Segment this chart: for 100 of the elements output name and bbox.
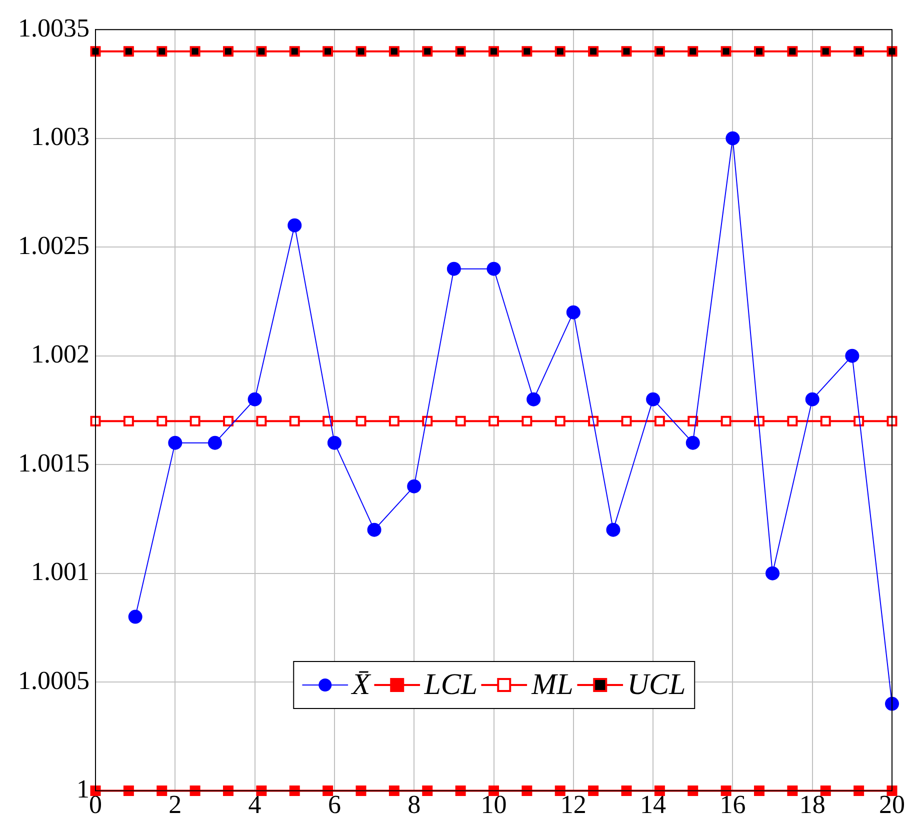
point (223, 46, 234, 57)
point (486, 262, 501, 276)
point (522, 786, 532, 796)
point (766, 566, 780, 580)
point (787, 416, 798, 426)
x-tick-label: 8 (408, 790, 421, 820)
point (123, 416, 134, 426)
y-tick-label: 1.0035 (18, 13, 90, 42)
y-tick-label: 1.0005 (18, 666, 90, 695)
point (356, 786, 366, 796)
point (288, 218, 302, 232)
point (854, 786, 864, 796)
point (256, 786, 267, 796)
point (588, 46, 599, 57)
point (327, 436, 342, 450)
point (223, 786, 234, 796)
point (156, 416, 168, 426)
point (190, 416, 200, 426)
point (820, 46, 831, 57)
y-tick-label: 1.0025 (18, 230, 90, 260)
point (754, 786, 764, 796)
point (446, 262, 461, 276)
point (654, 416, 665, 426)
point (554, 46, 566, 57)
y-tick-label: 1.002 (31, 340, 90, 369)
legend-label: X̄ (352, 668, 370, 702)
x-tick-label: 4 (248, 790, 262, 820)
point (720, 416, 732, 426)
point (526, 392, 541, 406)
point (654, 786, 665, 796)
point (455, 416, 466, 426)
point (208, 436, 222, 450)
point (720, 786, 732, 796)
legend-label: LCL (424, 668, 478, 702)
point (156, 786, 168, 796)
x-tick-label: 12 (560, 790, 586, 820)
point (455, 786, 466, 796)
point (488, 416, 499, 426)
point (726, 131, 740, 146)
point (646, 392, 660, 406)
point (356, 46, 366, 57)
point (322, 46, 334, 57)
point (248, 392, 262, 406)
point (606, 522, 620, 537)
point (223, 416, 234, 426)
x-tick-label: 10 (480, 790, 507, 820)
point (289, 46, 300, 57)
y-tick-label: 1.001 (31, 557, 90, 586)
point (588, 786, 599, 796)
point (422, 46, 433, 57)
point (754, 46, 764, 57)
y-tick-label: 1 (76, 774, 90, 804)
point (422, 786, 433, 796)
point (854, 46, 864, 57)
point (367, 522, 382, 537)
point (522, 416, 532, 426)
legend-label: ML (532, 668, 574, 702)
point (322, 786, 334, 796)
y-tick-label: 1.0015 (18, 448, 90, 478)
point (686, 436, 700, 450)
x-tick-label: 18 (799, 790, 826, 820)
point (156, 46, 168, 57)
x-tick-label: 14 (640, 790, 666, 820)
point (566, 305, 580, 320)
point (488, 786, 499, 796)
point (123, 46, 134, 57)
point (654, 46, 665, 57)
y-tick-label: 1.003 (31, 122, 90, 152)
point (190, 46, 200, 57)
point (554, 416, 566, 426)
point (455, 46, 466, 57)
point (820, 416, 831, 426)
x-tick-label: 0 (89, 790, 102, 820)
point (621, 416, 632, 426)
legend-label: UCL (627, 668, 686, 702)
point (885, 696, 899, 711)
point (388, 416, 400, 426)
point (554, 786, 566, 796)
point (787, 786, 798, 796)
point (356, 416, 366, 426)
point (388, 46, 400, 57)
point (845, 348, 860, 363)
x-tick-label: 6 (328, 790, 341, 820)
x-tick-label: 2 (168, 790, 182, 820)
point (522, 46, 532, 57)
point (688, 786, 698, 796)
point (289, 786, 300, 796)
point (123, 786, 134, 796)
point (621, 46, 632, 57)
point (256, 416, 267, 426)
point (787, 46, 798, 57)
point (720, 46, 732, 57)
point (128, 610, 142, 624)
x-tick-label: 16 (720, 790, 746, 820)
point (289, 416, 300, 426)
x-tick-label: 20 (879, 790, 905, 820)
point (688, 46, 698, 57)
point (256, 46, 267, 57)
point (388, 786, 400, 796)
point (190, 786, 200, 796)
